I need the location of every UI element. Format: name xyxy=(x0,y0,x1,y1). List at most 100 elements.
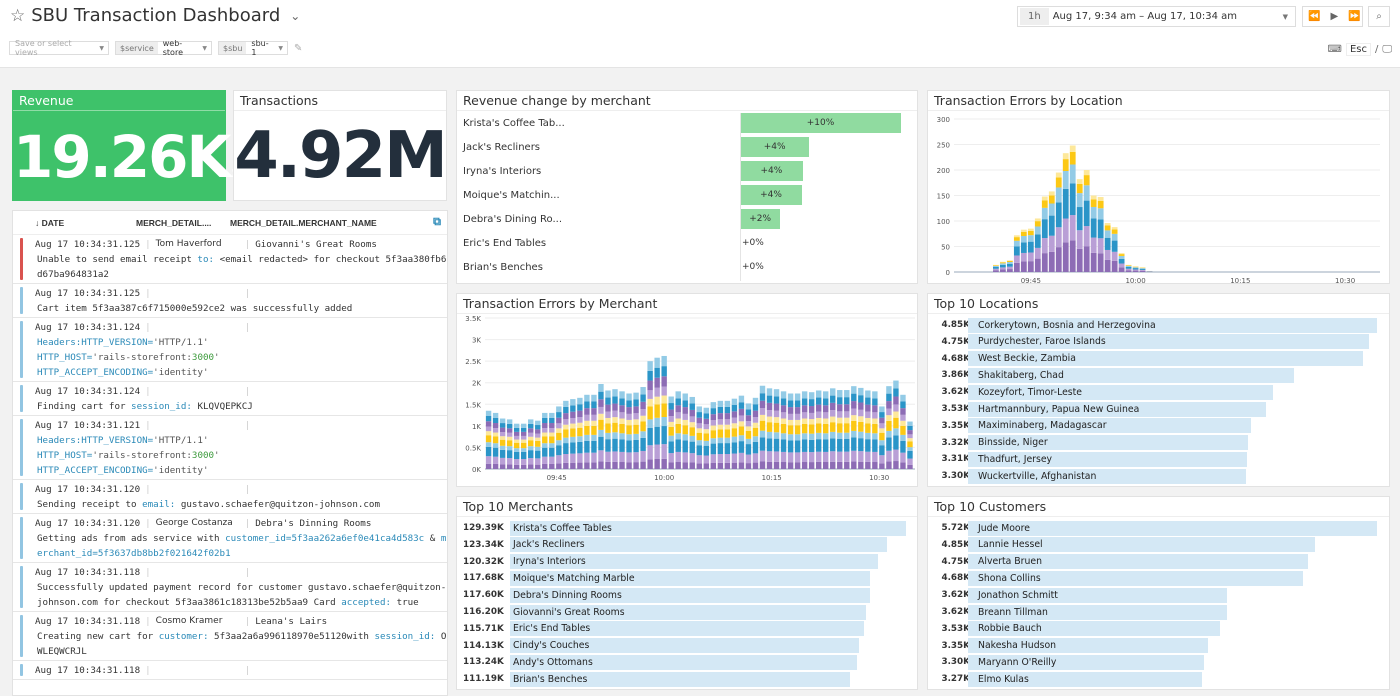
top-list-row[interactable]: 3.62K Kozeyfort, Timor-Leste xyxy=(934,384,1383,400)
log-row[interactable]: Aug 17 10:34:31.118 | | xyxy=(13,661,447,680)
log-row[interactable]: Aug 17 10:34:31.124 | | Finding cart for se… xyxy=(13,382,447,416)
top-list-row[interactable]: 115.71K Eric's End Tables xyxy=(463,621,911,637)
log-row[interactable]: Aug 17 10:34:31.124 | | Headers:HTTP_VERSIO… xyxy=(13,318,447,382)
bar-segment xyxy=(724,406,731,414)
top-list-row[interactable]: 3.62K Jonathon Schmitt xyxy=(934,587,1383,603)
time-range-picker[interactable]: 1h Aug 17, 9:34 am – Aug 17, 10:34 am ▼ xyxy=(1017,6,1296,27)
bar-segment xyxy=(619,462,625,469)
bar-segment xyxy=(823,462,829,469)
log-row[interactable]: Aug 17 10:34:31.118 | Cosmo Kramer | Leana's… xyxy=(13,612,447,661)
time-quick-select[interactable]: 1h xyxy=(1020,8,1049,25)
top-list-row[interactable]: 120.32K Iryna's Interiors xyxy=(463,554,911,570)
bar-segment xyxy=(513,442,520,449)
esc-key[interactable]: Esc xyxy=(1345,43,1371,56)
chevron-down-icon[interactable]: ⌄ xyxy=(290,8,301,23)
top-list-row[interactable]: 3.62K Breann Tillman xyxy=(934,604,1383,620)
revenue-change-row: Eric's End Tables +0% xyxy=(463,233,911,253)
bar-segment xyxy=(528,458,534,465)
bar-segment xyxy=(766,461,773,469)
top-list-row[interactable]: 4.75K Alverta Bruen xyxy=(934,554,1383,570)
bar-segment xyxy=(492,463,499,469)
log-row[interactable]: Aug 17 10:34:31.120 | George Costanza | Debr… xyxy=(13,514,447,563)
pencil-icon[interactable]: ✎ xyxy=(294,42,303,54)
log-message-token: 3000 xyxy=(191,450,215,461)
top-list-row[interactable]: 116.20K Giovanni's Great Rooms xyxy=(463,604,911,620)
bar-segment xyxy=(780,398,787,406)
log-row[interactable]: Aug 17 10:34:31.125 | | Cart item 5f3aa387c… xyxy=(13,284,447,318)
bar-segment xyxy=(689,427,695,436)
caret-down-icon: ▼ xyxy=(278,44,283,52)
bar-segment xyxy=(492,428,499,433)
top-list-row[interactable]: 3.35K Maximinaberg, Madagascar xyxy=(934,418,1383,434)
sbu-variable-select[interactable]: $sbu sbu-1 ▼ xyxy=(218,39,288,57)
top-list-row[interactable]: 4.75K Purdychester, Faroe Islands xyxy=(934,334,1383,350)
top-list-row[interactable]: 114.13K Cindy's Couches xyxy=(463,638,911,654)
log-level-bar xyxy=(20,385,23,412)
top-list-row[interactable]: 117.68K Moique's Matching Marble xyxy=(463,570,911,586)
row-name: Andy's Ottomans xyxy=(513,656,593,668)
bar-segment xyxy=(1062,218,1069,243)
log-row[interactable]: Aug 17 10:34:31.125 | Tom Haverford | Giovan… xyxy=(13,235,447,284)
play-icon[interactable]: ▶ xyxy=(1330,11,1339,22)
external-link-icon[interactable]: ⧉ xyxy=(433,216,441,228)
log-row[interactable]: Aug 17 10:34:31.120 | | Sending receipt to … xyxy=(13,480,447,514)
bar-segment xyxy=(577,410,583,418)
top-list-row[interactable]: 4.68K West Beckie, Zambia xyxy=(934,351,1383,367)
top-list-row[interactable]: 129.39K Krista's Coffee Tables xyxy=(463,520,911,536)
top-list-row[interactable]: 117.60K Debra's Dinning Rooms xyxy=(463,587,911,603)
log-customer xyxy=(156,565,240,580)
tv-mode-controls: ⌨ Esc / 🖵 xyxy=(1328,43,1392,56)
zoom-out-button[interactable]: ⌕ xyxy=(1368,6,1390,27)
row-name: Thadfurt, Jersey xyxy=(978,453,1053,465)
bar-segment xyxy=(830,451,836,462)
top-list-row[interactable]: 4.68K Shona Collins xyxy=(934,570,1383,586)
column-date[interactable]: ↓ DATE xyxy=(35,217,65,228)
stacked-bar xyxy=(1034,218,1041,272)
log-row[interactable]: Aug 17 10:34:31.121 | | Headers:HTTP_VERSIO… xyxy=(13,416,447,480)
top-list-row[interactable]: 123.34K Jack's Recliners xyxy=(463,537,911,553)
top-list-row[interactable]: 3.53K Hartmannbury, Papua New Guinea xyxy=(934,401,1383,417)
top-list-row[interactable]: 113.24K Andy's Ottomans xyxy=(463,654,911,670)
bar-segment xyxy=(858,402,864,410)
keyboard-icon[interactable]: ⌨ xyxy=(1327,44,1342,55)
bar-segment xyxy=(528,440,534,447)
log-row[interactable]: Aug 17 10:34:31.118 | | Successfully update… xyxy=(13,563,447,612)
fast-forward-icon[interactable]: ⏩ xyxy=(1348,11,1361,22)
bar-segment xyxy=(535,420,541,426)
stacked-bar xyxy=(893,380,899,469)
bar-segment xyxy=(745,403,752,410)
saved-views-select[interactable]: Save or select views ▼ xyxy=(9,39,109,57)
bar-segment xyxy=(661,395,667,404)
top-list-row[interactable]: 3.86K Shakitaberg, Chad xyxy=(934,367,1383,383)
bar-segment xyxy=(633,424,639,434)
monitor-icon[interactable]: 🖵 xyxy=(1382,44,1392,55)
top-list-row[interactable]: 3.30K Maryann O'Reilly xyxy=(934,654,1383,670)
top-list-row[interactable]: 3.27K Elmo Kulas xyxy=(934,671,1383,687)
star-icon[interactable]: ☆ xyxy=(10,5,26,26)
stacked-bar xyxy=(844,390,850,469)
service-variable-select[interactable]: $service web-store ▼ xyxy=(115,39,212,57)
column-customer[interactable]: MERCH_DETAIL.... xyxy=(136,217,212,228)
log-rows: Aug 17 10:34:31.125 | Tom Haverford | Giovan… xyxy=(13,235,447,680)
bar-segment xyxy=(570,405,576,412)
top-list-row[interactable]: 3.30K Wuckertville, Afghanistan xyxy=(934,468,1383,484)
top-list-row[interactable]: 3.35K Nakesha Hudson xyxy=(934,638,1383,654)
bar-segment xyxy=(801,412,808,419)
top-list-row[interactable]: 3.32K Binsside, Niger xyxy=(934,435,1383,451)
bar-segment xyxy=(759,408,766,415)
top-list-row[interactable]: 4.85K Lannie Hessel xyxy=(934,537,1383,553)
bar-segment xyxy=(865,432,871,440)
top-list-row[interactable]: 3.31K Thadfurt, Jersey xyxy=(934,451,1383,467)
bar-segment xyxy=(1083,246,1090,272)
top-list-row[interactable]: 111.19K Brian's Benches xyxy=(463,671,911,687)
top-list-row[interactable]: 3.53K Robbie Bauch xyxy=(934,621,1383,637)
x-tick-label: 10:15 xyxy=(762,474,782,482)
top-list-row[interactable]: 4.85K Corkerytown, Bosnia and Herzegovina xyxy=(934,317,1383,333)
bar-segment xyxy=(893,404,899,412)
rewind-icon[interactable]: ⏪ xyxy=(1308,11,1321,22)
top-list-row[interactable]: 5.72K Jude Moore xyxy=(934,520,1383,536)
stacked-bar xyxy=(1041,196,1048,272)
column-merchant-name[interactable]: MERCH_DETAIL.MERCHANT_NAME xyxy=(230,217,377,228)
bar-segment xyxy=(710,414,717,421)
bar-segment xyxy=(1083,200,1090,227)
